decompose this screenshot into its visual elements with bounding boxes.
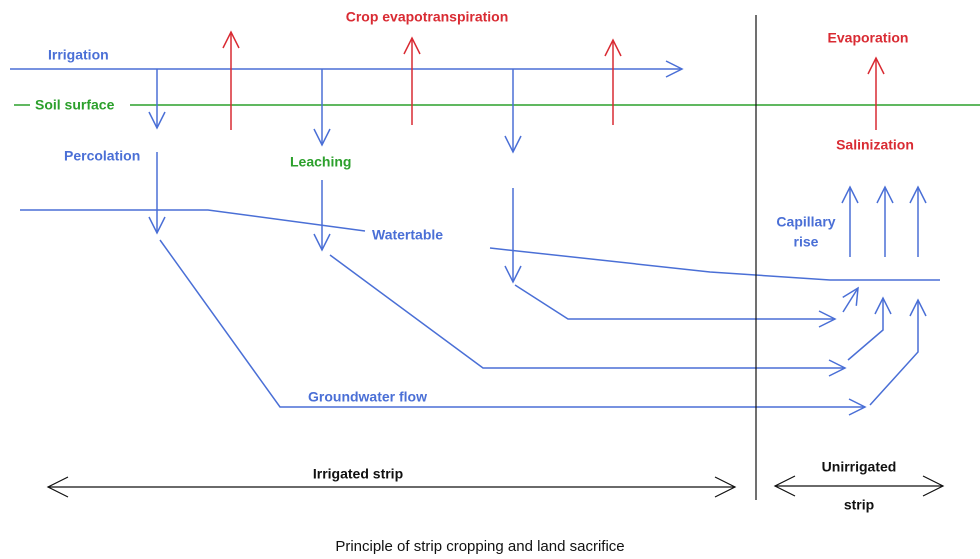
- flow-line: [159, 239, 867, 416]
- label: Irrigation: [48, 47, 109, 63]
- label: Leaching: [290, 154, 351, 170]
- label: Groundwater flow: [308, 389, 427, 405]
- arrow: [847, 296, 892, 361]
- label: Soil surface: [35, 97, 115, 113]
- label: Watertable: [372, 227, 443, 243]
- flow-line: [514, 284, 837, 328]
- flow-line: [329, 254, 847, 377]
- watertable-line: [489, 247, 940, 281]
- caption: Principle of strip cropping and land sac…: [335, 538, 624, 555]
- label: rise: [794, 234, 819, 250]
- label: strip: [844, 497, 874, 513]
- label: Crop evapotranspiration: [346, 9, 509, 25]
- label: Unirrigated: [822, 459, 897, 475]
- arrow: [869, 298, 927, 406]
- label: Evaporation: [828, 30, 909, 46]
- label: Irrigated strip: [313, 466, 403, 482]
- label: Capillary: [776, 214, 835, 230]
- label: Percolation: [64, 148, 140, 164]
- arrow: [842, 286, 859, 313]
- lines: [10, 15, 980, 500]
- label: Salinization: [836, 137, 914, 153]
- watertable-line: [20, 209, 366, 232]
